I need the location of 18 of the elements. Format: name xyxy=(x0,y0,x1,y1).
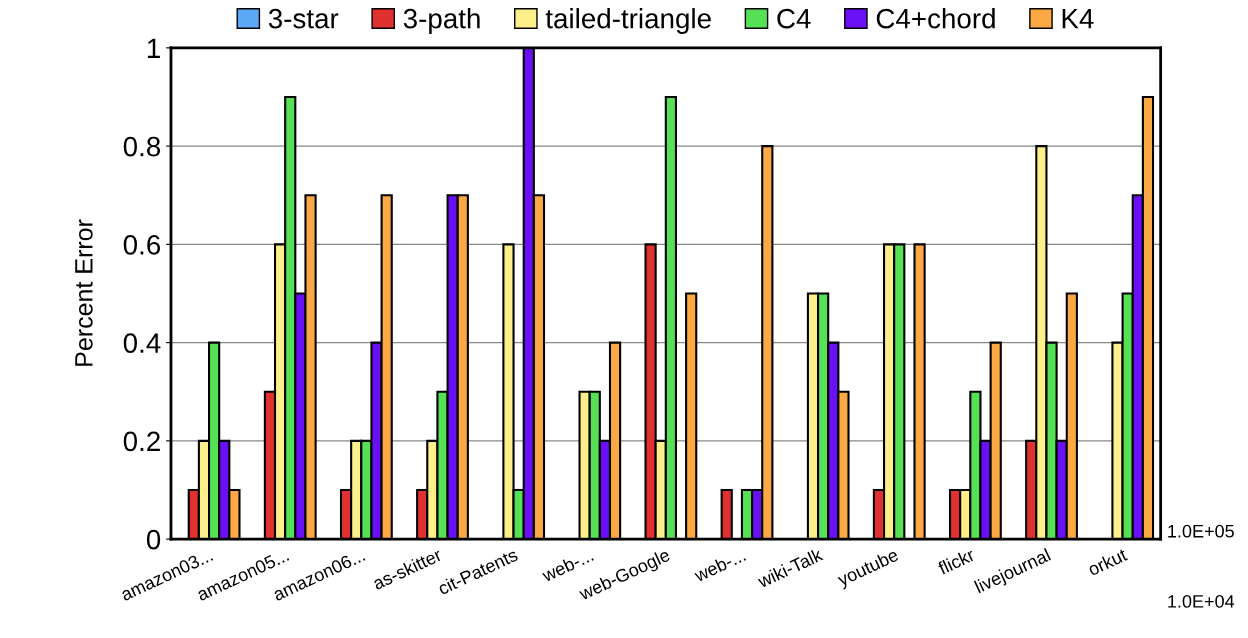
x-tick-label: orkut xyxy=(1086,547,1129,577)
legend-label: C4 xyxy=(777,8,811,29)
y-tick-label: 0 xyxy=(146,529,161,550)
legend-label: C4+chord xyxy=(876,8,995,29)
legend-label: 3-path xyxy=(403,8,480,34)
y-tick-label: 0.6 xyxy=(123,235,161,255)
x-tick-label: web-... xyxy=(692,548,747,583)
y-tick-label: 1 xyxy=(147,38,160,58)
legend-label: tailed-triangle xyxy=(545,8,711,34)
x-tick-label: flickr xyxy=(936,547,976,576)
y-tick-label: 0.4 xyxy=(123,333,161,353)
y-axis-title: Percent Error xyxy=(75,219,93,366)
legend-label: 3-star xyxy=(268,8,339,29)
text: 1.0E+04 xyxy=(1168,594,1235,608)
y-tick-label: 0.8 xyxy=(123,136,161,157)
y-tick-label: 0.2 xyxy=(123,431,160,452)
legend-label: K4 xyxy=(1062,9,1094,29)
text: 1.0E+05 xyxy=(1168,524,1234,538)
